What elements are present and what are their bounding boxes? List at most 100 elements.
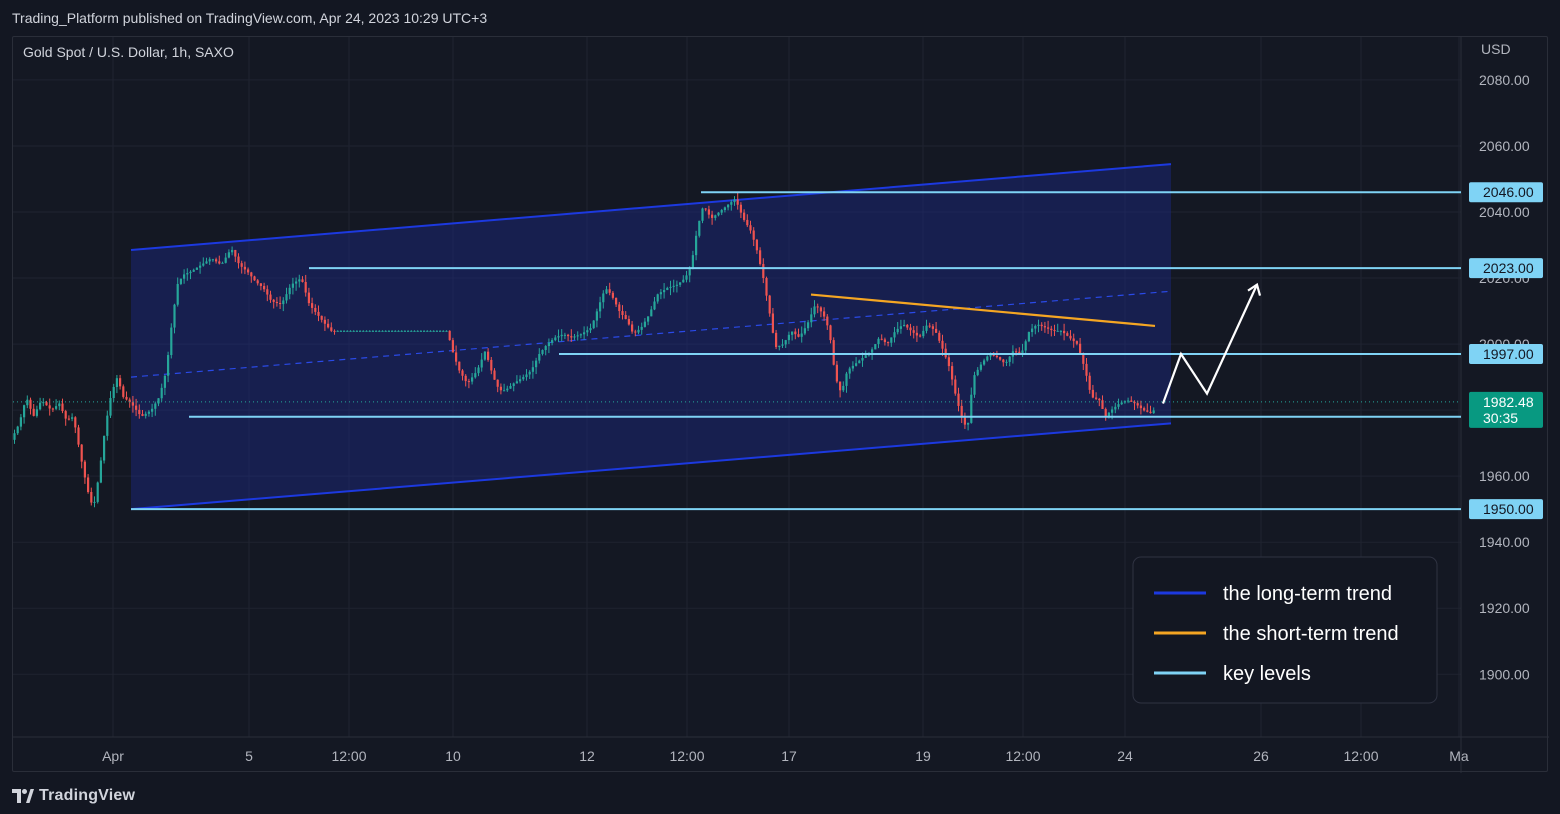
price-tick-1900.00: 1900.00 bbox=[1479, 666, 1530, 682]
candle-body bbox=[765, 278, 768, 296]
tradingview-brand: TradingView bbox=[39, 787, 136, 804]
candle-body bbox=[1002, 359, 1005, 363]
tradingview-logo[interactable]: TradingView bbox=[12, 787, 135, 805]
candle-body bbox=[423, 330, 426, 332]
candle-body bbox=[973, 375, 976, 395]
candle-body bbox=[477, 367, 480, 374]
candle-body bbox=[410, 330, 413, 332]
candle-body bbox=[1075, 341, 1078, 344]
candle-body bbox=[1066, 333, 1069, 336]
candle-body bbox=[567, 334, 570, 337]
candle-body bbox=[173, 304, 176, 328]
candle-body bbox=[743, 212, 746, 220]
candle-body bbox=[266, 289, 269, 295]
candle-body bbox=[1127, 400, 1130, 402]
legend-label-0: the long-term trend bbox=[1223, 583, 1392, 605]
candle-body bbox=[1059, 330, 1062, 332]
candle-body bbox=[391, 330, 394, 332]
candle-body bbox=[304, 282, 307, 293]
time-axis[interactable]: Apr 5 12:00 10 12 12:00 17 19 12:00 24 26 12:00 Ma bbox=[102, 748, 1469, 764]
candle-body bbox=[176, 283, 179, 305]
candle-body bbox=[157, 398, 160, 404]
candle-body bbox=[208, 259, 211, 262]
candle-body bbox=[810, 314, 813, 323]
candle-body bbox=[83, 461, 86, 478]
candle-body bbox=[288, 287, 291, 295]
time-tick-6: 17 bbox=[781, 748, 797, 764]
candle-body bbox=[179, 278, 182, 284]
candle-body bbox=[775, 332, 778, 348]
time-tick-11: 12:00 bbox=[1343, 748, 1378, 764]
candle-body bbox=[195, 267, 198, 270]
candle-body bbox=[320, 315, 323, 320]
candle-body bbox=[608, 289, 611, 293]
candle-body bbox=[90, 492, 93, 503]
candle-body bbox=[122, 386, 125, 397]
candle-body bbox=[931, 326, 934, 329]
candle-body bbox=[928, 325, 931, 327]
candle-body bbox=[147, 411, 150, 414]
candle-body bbox=[624, 315, 627, 319]
candle-body bbox=[963, 417, 966, 425]
candle-body bbox=[883, 339, 886, 343]
key-level-badge-2046.00[interactable] bbox=[1469, 182, 1543, 203]
candle-body bbox=[231, 249, 234, 253]
long-term-channel bbox=[130, 163, 1172, 511]
candle-body bbox=[909, 327, 912, 331]
key-level-badge-2023.00[interactable] bbox=[1469, 258, 1543, 279]
candle-body bbox=[74, 417, 77, 428]
candle-body bbox=[547, 342, 550, 347]
candle-body bbox=[919, 335, 922, 337]
key-level-badge-1950.00[interactable] bbox=[1469, 499, 1543, 520]
candle-body bbox=[707, 209, 710, 215]
candle-body bbox=[688, 268, 691, 276]
candle-body bbox=[160, 387, 163, 399]
candle-body bbox=[832, 340, 835, 365]
candle-body bbox=[592, 320, 595, 329]
candle-body bbox=[58, 403, 61, 407]
candle-body bbox=[183, 274, 186, 279]
candle-body bbox=[29, 399, 32, 409]
time-tick-8: 12:00 bbox=[1005, 748, 1040, 764]
candle-body bbox=[435, 330, 438, 332]
candle-body bbox=[387, 330, 390, 332]
candle-body bbox=[167, 355, 170, 376]
candle-body bbox=[762, 263, 765, 279]
candle-body bbox=[512, 383, 515, 387]
candle-body bbox=[186, 273, 189, 275]
time-tick-9: 24 bbox=[1117, 748, 1133, 764]
candle-body bbox=[45, 402, 48, 406]
candle-body bbox=[359, 330, 362, 332]
candle-body bbox=[739, 204, 742, 213]
candle-body bbox=[218, 261, 221, 264]
short-term-trend bbox=[810, 293, 1156, 328]
candle-body bbox=[560, 334, 563, 337]
chart-container[interactable]: 2080.002060.002040.002020.002000.001980.… bbox=[12, 36, 1549, 773]
candle-body bbox=[119, 378, 122, 387]
price-chart[interactable]: 2080.002060.002040.002020.002000.001980.… bbox=[13, 37, 1549, 773]
candle-body bbox=[240, 263, 243, 267]
key-level-badge-1997.00[interactable] bbox=[1469, 343, 1543, 364]
candle-body bbox=[77, 427, 80, 445]
time-tick-7: 19 bbox=[915, 748, 931, 764]
price-axis[interactable]: 2080.002060.002040.002020.002000.001980.… bbox=[1469, 72, 1543, 682]
last-price-value: 1982.48 bbox=[1483, 394, 1534, 410]
candle-body bbox=[749, 225, 752, 231]
candle-body bbox=[1047, 327, 1050, 329]
candle-body bbox=[237, 256, 240, 264]
candle-body bbox=[563, 334, 566, 336]
candle-body bbox=[579, 334, 582, 336]
candle-body bbox=[768, 295, 771, 314]
candle-body bbox=[42, 402, 45, 404]
candle-body bbox=[525, 374, 528, 378]
candle-body bbox=[970, 394, 973, 423]
legend-label-1: the short-term trend bbox=[1223, 623, 1399, 645]
publisher-line: Trading_Platform published on TradingVie… bbox=[12, 10, 488, 26]
candle-body bbox=[26, 399, 29, 406]
candle-body bbox=[605, 289, 608, 294]
candle-body bbox=[432, 330, 435, 332]
candle-body bbox=[170, 327, 173, 356]
candle-body bbox=[835, 364, 838, 382]
last-price-badge[interactable] bbox=[1469, 391, 1543, 428]
candle-body bbox=[755, 239, 758, 251]
